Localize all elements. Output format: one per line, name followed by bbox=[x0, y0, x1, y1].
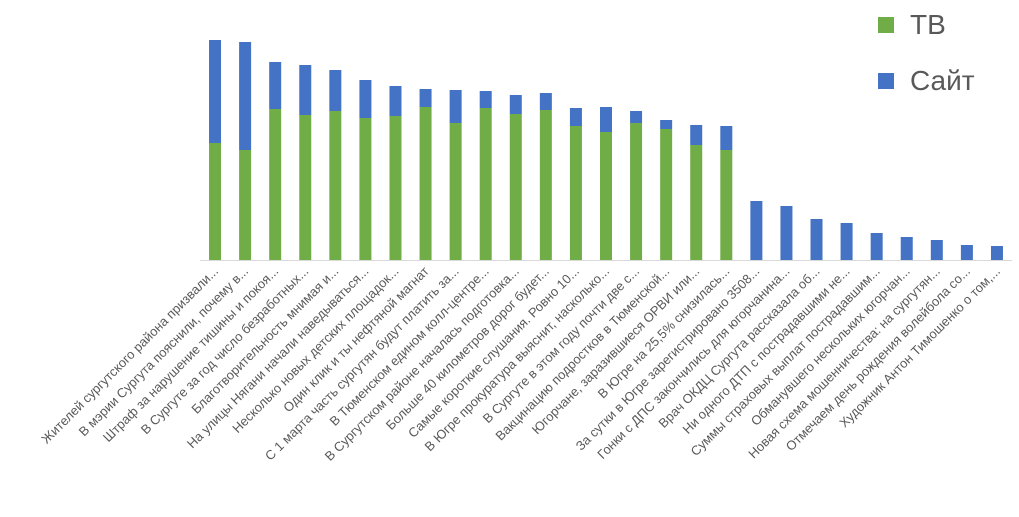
bar-segment-tv-5 bbox=[329, 111, 342, 260]
bar-segment-tv-17 bbox=[690, 145, 703, 260]
bar-segment-tv-16 bbox=[660, 129, 673, 260]
bar-segment-site-3 bbox=[269, 62, 282, 109]
bar-segment-tv-6 bbox=[359, 118, 372, 260]
bar-segment-tv-1 bbox=[209, 143, 222, 260]
bar-segment-tv-4 bbox=[299, 115, 312, 260]
bar-segment-tv-2 bbox=[239, 150, 252, 260]
bar-segment-tv-13 bbox=[569, 126, 582, 260]
bar-segment-tv-11 bbox=[509, 114, 522, 260]
bar-segment-tv-9 bbox=[449, 123, 462, 260]
bar-segment-site-8 bbox=[419, 89, 432, 107]
bar-segment-site-26 bbox=[960, 245, 973, 260]
bar-segment-site-6 bbox=[359, 80, 372, 118]
bar-segment-site-11 bbox=[509, 95, 522, 114]
bar-segment-site-19 bbox=[750, 201, 763, 260]
bar-segment-tv-18 bbox=[720, 150, 733, 260]
bar-segment-tv-14 bbox=[600, 132, 612, 260]
bar-segment-tv-8 bbox=[419, 107, 432, 260]
bar-segment-site-2 bbox=[239, 42, 252, 150]
bar-segment-tv-3 bbox=[269, 109, 282, 260]
bar-segment-site-7 bbox=[389, 86, 402, 116]
bar-segment-site-24 bbox=[900, 237, 913, 260]
bar-segment-site-23 bbox=[870, 233, 883, 260]
bar-segment-site-4 bbox=[299, 65, 312, 115]
bar-segment-site-18 bbox=[720, 126, 733, 150]
legend-label-site: Сайт bbox=[910, 65, 975, 96]
bar-segment-site-22 bbox=[840, 223, 853, 260]
legend-item-tv: ТВ bbox=[878, 8, 1013, 42]
bar-segment-site-20 bbox=[780, 206, 793, 260]
bar-segment-tv-15 bbox=[630, 123, 643, 260]
bar-segment-tv-10 bbox=[479, 108, 492, 260]
legend-swatch-tv bbox=[878, 17, 894, 33]
bar-segment-site-10 bbox=[479, 91, 492, 108]
legend-swatch-site bbox=[878, 73, 894, 89]
bar-segment-tv-7 bbox=[389, 116, 402, 260]
bar-segment-site-9 bbox=[449, 90, 462, 123]
bar-segment-site-5 bbox=[329, 70, 342, 111]
chart-legend: ТВ Сайт bbox=[878, 8, 1013, 120]
legend-item-site: Сайт bbox=[878, 64, 1013, 98]
bar-segment-site-25 bbox=[930, 240, 943, 260]
bar-segment-tv-12 bbox=[539, 110, 552, 260]
bar-segment-site-12 bbox=[539, 93, 552, 110]
bar-segment-site-27 bbox=[990, 246, 1003, 260]
bar-segment-site-16 bbox=[660, 120, 673, 129]
legend-label-tv: ТВ bbox=[910, 9, 946, 40]
bar-segment-site-21 bbox=[810, 219, 823, 260]
bar-segment-site-15 bbox=[630, 111, 643, 123]
bar-segment-site-14 bbox=[600, 107, 612, 132]
bar-segment-site-17 bbox=[690, 125, 703, 145]
bar-segment-site-1 bbox=[209, 40, 222, 143]
bar-segment-site-13 bbox=[569, 108, 582, 126]
